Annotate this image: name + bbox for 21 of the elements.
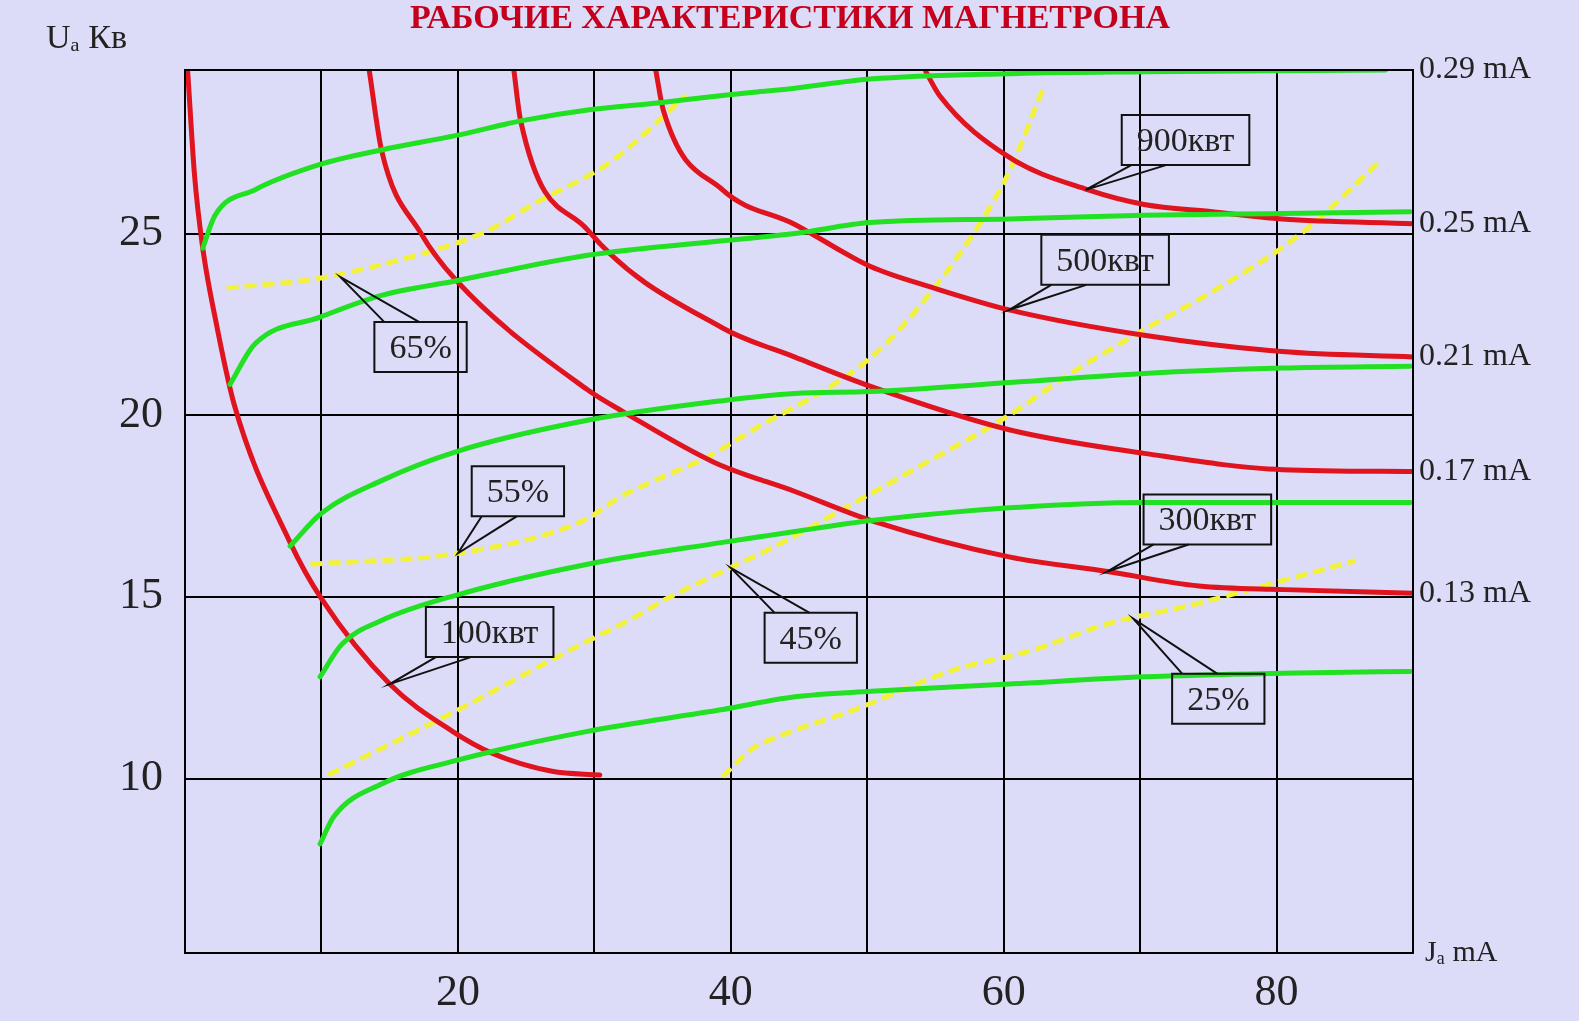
annotation: 0.25 mA — [1419, 203, 1531, 240]
y-tick-label: 15 — [119, 569, 163, 619]
annotation: 45% — [779, 618, 842, 656]
y-tick-label: 10 — [119, 751, 163, 801]
x-tick-label: 80 — [1254, 965, 1299, 1015]
y-tick-label: 20 — [119, 387, 163, 437]
y-tick-label: 25 — [119, 206, 163, 256]
x-tick-label: 40 — [708, 965, 753, 1015]
x-axis-title: Jₐ mA — [1425, 933, 1498, 967]
annotation: 65% — [389, 328, 452, 366]
annotation: 25% — [1187, 679, 1250, 717]
chart-title: РАБОЧИЕ ХАРАКТЕРИСТИКИ МАГНЕТРОНА — [409, 0, 1171, 35]
annotation: 0.13 mA — [1419, 572, 1531, 609]
annotation: 0.21 mA — [1419, 336, 1531, 373]
annotation: 0.29 mA — [1419, 49, 1531, 86]
annotation: 55% — [486, 472, 550, 510]
annotation: 300квт — [1158, 500, 1257, 538]
x-tick-label: 60 — [981, 965, 1026, 1015]
y-axis-title: Uₐ Кв — [46, 17, 128, 55]
x-tick-label: 20 — [435, 965, 480, 1015]
annotation: 0.17 mA — [1419, 450, 1531, 487]
